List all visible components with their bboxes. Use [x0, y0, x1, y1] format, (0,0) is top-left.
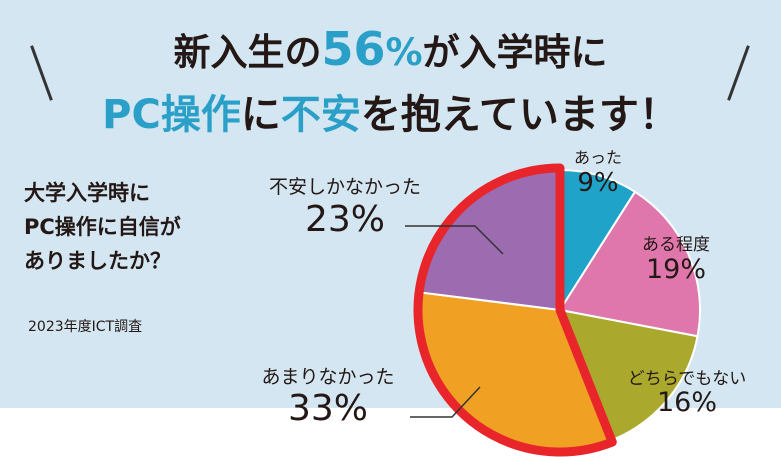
headline-prefix: 新入生の — [173, 31, 322, 74]
survey-source-note: 2023年度ICT調査 — [28, 319, 143, 335]
headline-line-2: PC操作に不安を抱えています！ — [0, 82, 781, 140]
leader-line-4 — [405, 225, 504, 255]
slice-value-label-2: 16% — [657, 387, 717, 418]
headline-percent-value: 56 — [321, 22, 386, 76]
slice-value-label-4: 23% — [305, 199, 385, 240]
headline-pc-operation: PC操作 — [102, 92, 241, 138]
leader-line-3 — [410, 386, 481, 418]
headline-ending: を抱えています！ — [360, 92, 679, 138]
highlight-outline — [413, 163, 617, 457]
slice-label-4: 不安しかなかった — [269, 176, 421, 198]
slice-label-2: どちらでもない — [628, 369, 747, 389]
survey-question: 大学入学時に PC操作に自信が ありましたか？ — [24, 176, 181, 278]
slice-value-label-1: 19% — [646, 254, 706, 285]
headline-line-1: 新入生の56%が入学時に — [0, 22, 781, 76]
question-line: PC操作に自信が — [24, 215, 181, 239]
question-line: 大学入学時に — [24, 181, 150, 205]
pie-slice-1 — [558, 190, 701, 338]
headline-percent-unit: % — [385, 31, 423, 74]
question-line: ありましたか？ — [24, 249, 171, 273]
headline-anxiety: 不安 — [280, 92, 361, 138]
slice-value-label-3: 33% — [288, 388, 368, 429]
headline-suffix: が入学時に — [422, 31, 608, 74]
headline-particle: に — [240, 92, 281, 138]
slice-label-0: あった — [574, 148, 622, 167]
slice-value-label-0: 9% — [577, 168, 618, 198]
slice-label-1: ある程度 — [642, 235, 710, 255]
slice-label-3: あまりなかった — [261, 366, 394, 388]
pie-slice-2 — [558, 308, 699, 442]
